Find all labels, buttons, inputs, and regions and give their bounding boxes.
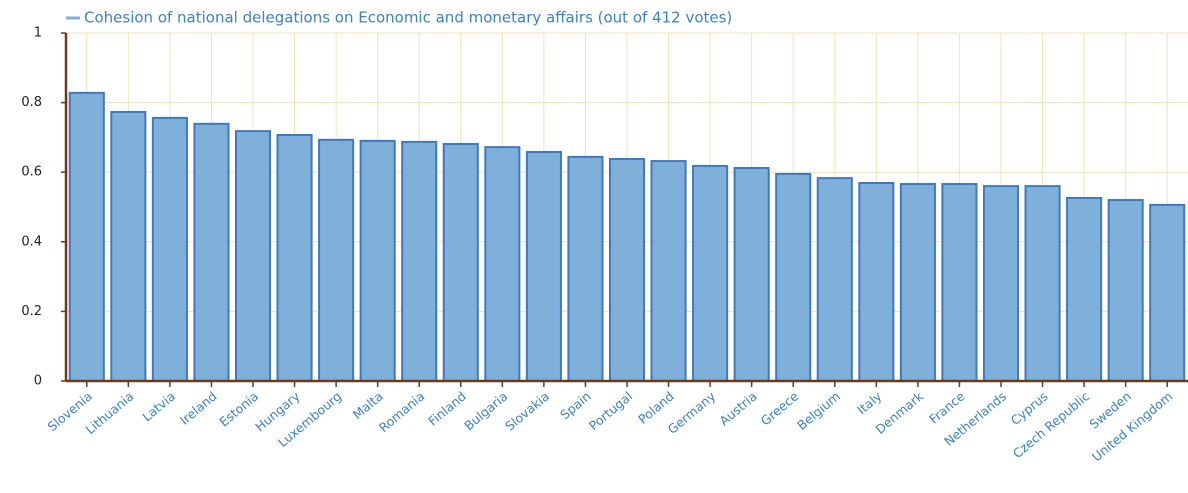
x-tick-label: Italy [854, 388, 885, 417]
x-tick-label: Romania [376, 388, 428, 435]
bar [941, 183, 978, 382]
x-tick-label: Czech Republic [1010, 388, 1093, 461]
bar [608, 157, 646, 382]
bar [318, 138, 355, 382]
bar [816, 177, 853, 382]
bar [234, 130, 272, 382]
bar [193, 122, 230, 382]
legend-label: Cohesion of national delegations on Econ… [84, 9, 732, 27]
y-tick-label: 0.6 [21, 165, 42, 180]
bar [68, 91, 105, 383]
bar [442, 143, 479, 382]
x-tick-label: Bulgaria [461, 388, 510, 433]
y-tick-label: 0.2 [21, 304, 42, 319]
bar [858, 181, 895, 382]
bar [484, 146, 521, 382]
x-tick-label: Slovakia [502, 388, 552, 433]
bar [650, 160, 687, 382]
y-tick-label: 0 [34, 374, 42, 389]
bar [692, 164, 729, 382]
bar [359, 139, 396, 382]
x-tick-label: Austria [716, 388, 759, 428]
bar [733, 167, 770, 382]
bar [982, 185, 1020, 382]
x-tick-label: Ireland [177, 388, 220, 427]
bar [775, 172, 812, 382]
bar [567, 155, 604, 382]
x-tick-label: Belgium [794, 388, 843, 432]
bar [1066, 196, 1103, 382]
bar [1024, 185, 1061, 382]
bar [276, 133, 313, 382]
y-tick-label: 1 [34, 26, 42, 41]
y-tick-label: 0.8 [21, 95, 42, 110]
bar [899, 183, 936, 382]
x-tick-label: Latvia [139, 388, 178, 424]
bar [1107, 199, 1144, 382]
y-tick-label: 0.4 [21, 234, 42, 249]
bar [110, 110, 147, 382]
bar [525, 151, 562, 382]
x-tick-label: Portugal [586, 388, 635, 433]
bar [1149, 203, 1186, 382]
bar [401, 140, 438, 382]
x-tick-label: Malta [350, 388, 386, 422]
bar [151, 116, 188, 383]
x-tick-label: Spain [557, 388, 593, 422]
